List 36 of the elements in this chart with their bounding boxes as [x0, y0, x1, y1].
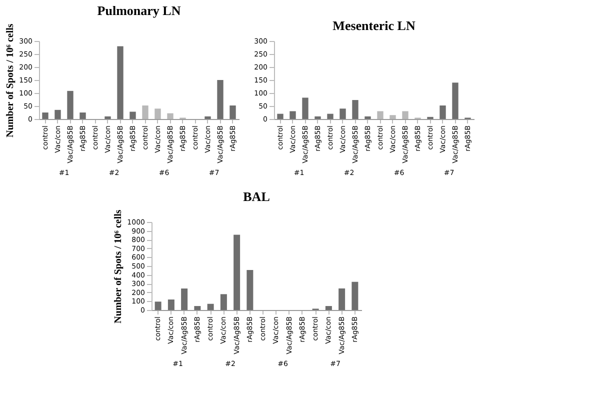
- bar: [194, 306, 201, 310]
- bar: [104, 116, 111, 119]
- bar: [204, 116, 211, 119]
- chart-title: Mesenteric LN: [332, 18, 416, 33]
- bar: [325, 306, 332, 310]
- bar: [340, 108, 346, 119]
- bar: [302, 98, 308, 119]
- bar: [246, 270, 254, 310]
- y-axis-title: Number of Spots / 10⁶ cells: [113, 210, 124, 324]
- bar: [338, 288, 346, 310]
- bar: [220, 294, 227, 310]
- bar: [452, 82, 458, 119]
- bar: [207, 304, 214, 310]
- bar: [314, 116, 321, 119]
- bar: [234, 234, 240, 310]
- chart-title: Pulmonary LN: [97, 2, 182, 18]
- bar: [230, 105, 236, 119]
- bar: [364, 116, 371, 119]
- bar: [181, 288, 188, 310]
- bar: [67, 90, 74, 119]
- y-axis-title: Number of Spots / 10⁶ cells: [5, 24, 16, 138]
- bar: [54, 110, 61, 119]
- bar: [327, 114, 334, 119]
- bar: [440, 105, 446, 119]
- bar: [352, 100, 358, 119]
- bar: [42, 112, 48, 119]
- bar: [168, 299, 174, 310]
- bar: [290, 111, 296, 119]
- bar: [80, 112, 86, 119]
- bar: [154, 302, 162, 310]
- bar: [130, 112, 136, 119]
- bar: [117, 46, 124, 119]
- bar: [277, 114, 284, 119]
- chart-title: BAL: [243, 188, 270, 204]
- bar: [217, 80, 224, 119]
- bar: [352, 282, 358, 310]
